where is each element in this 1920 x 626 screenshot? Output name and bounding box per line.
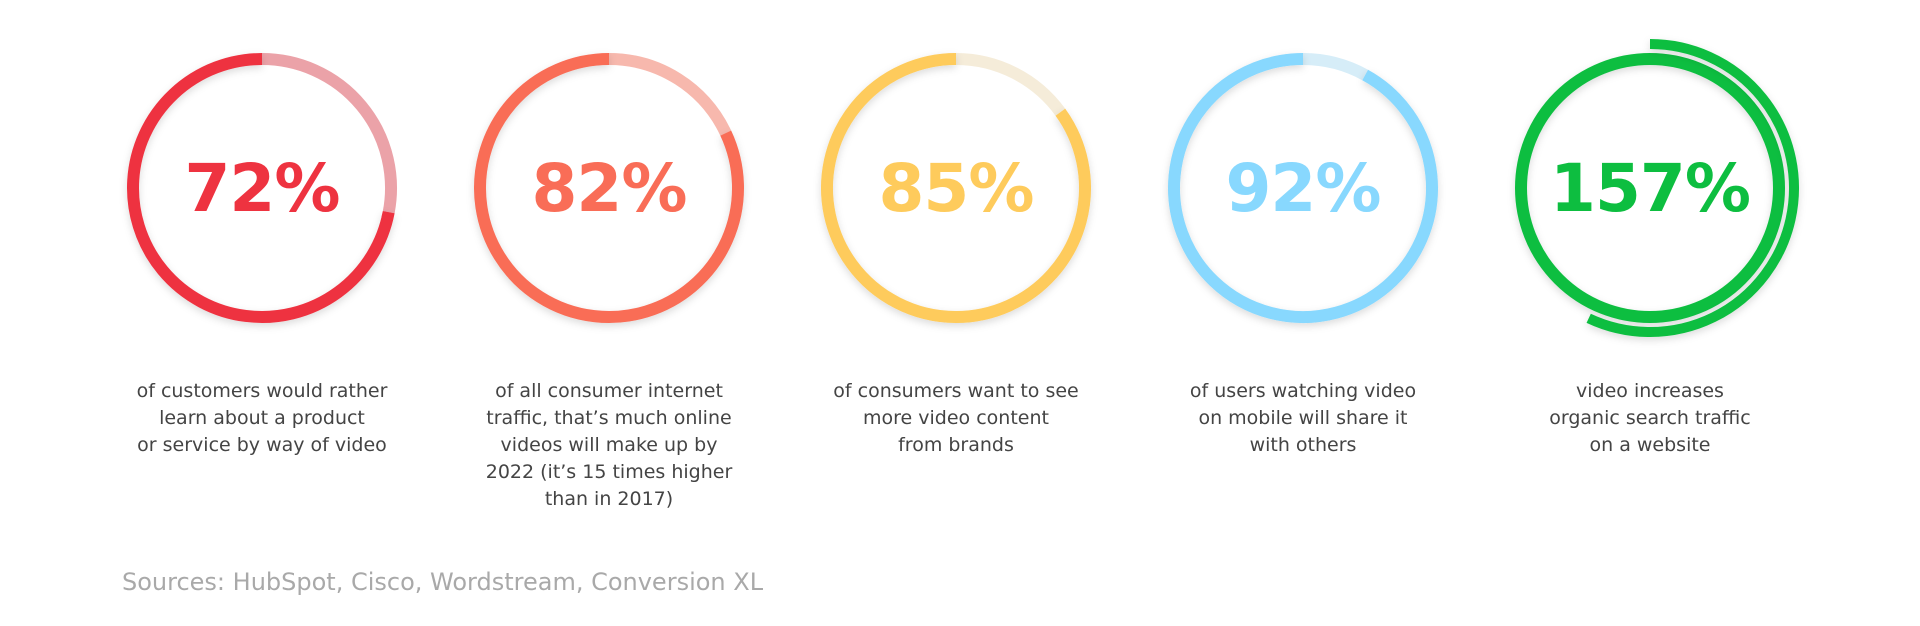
stat-value-label: 82% [532,150,687,227]
ring-value-arc [821,53,1091,323]
ring-value-arc [474,53,744,323]
stat-ring-5: 157% [1515,39,1799,337]
stat-value-label: 85% [879,150,1034,227]
stat-value-label: 157% [1550,150,1750,227]
stat-ring-4: 92% [1168,53,1438,323]
stat-caption-3: of consumers want to see more video cont… [833,380,1079,456]
stat-value-label: 92% [1226,150,1381,227]
stat-ring-3: 85% [821,53,1091,323]
ring-overflow-arc [1586,39,1799,337]
stat-ring-1: 72% [127,53,397,323]
stats-chart: 72% 82% 85% 92% 157% [127,39,1799,337]
stat-value-label: 72% [185,150,340,227]
sources-note: Sources: HubSpot, Cisco, Wordstream, Con… [122,568,764,596]
ring-remainder-arc [955,53,1066,116]
stat-ring-2: 82% [474,53,744,323]
captions-row: of customers would rather learn about a … [0,378,1920,538]
ring-remainder-arc [1302,53,1369,81]
ring-value-arc [1168,53,1438,323]
ring-value-arc [127,53,395,323]
ring-value-arc [1515,53,1785,323]
ring-remainder-arc [608,53,732,136]
stat-caption-4: of users watching video on mobile will s… [1189,380,1417,456]
ring-remainder-arc [261,53,397,214]
stat-caption-2: of all consumer internet traffic, that’s… [485,380,733,510]
stat-caption-1: of customers would rather learn about a … [136,380,388,456]
stat-caption-5: video increases organic search traffic o… [1549,380,1751,456]
